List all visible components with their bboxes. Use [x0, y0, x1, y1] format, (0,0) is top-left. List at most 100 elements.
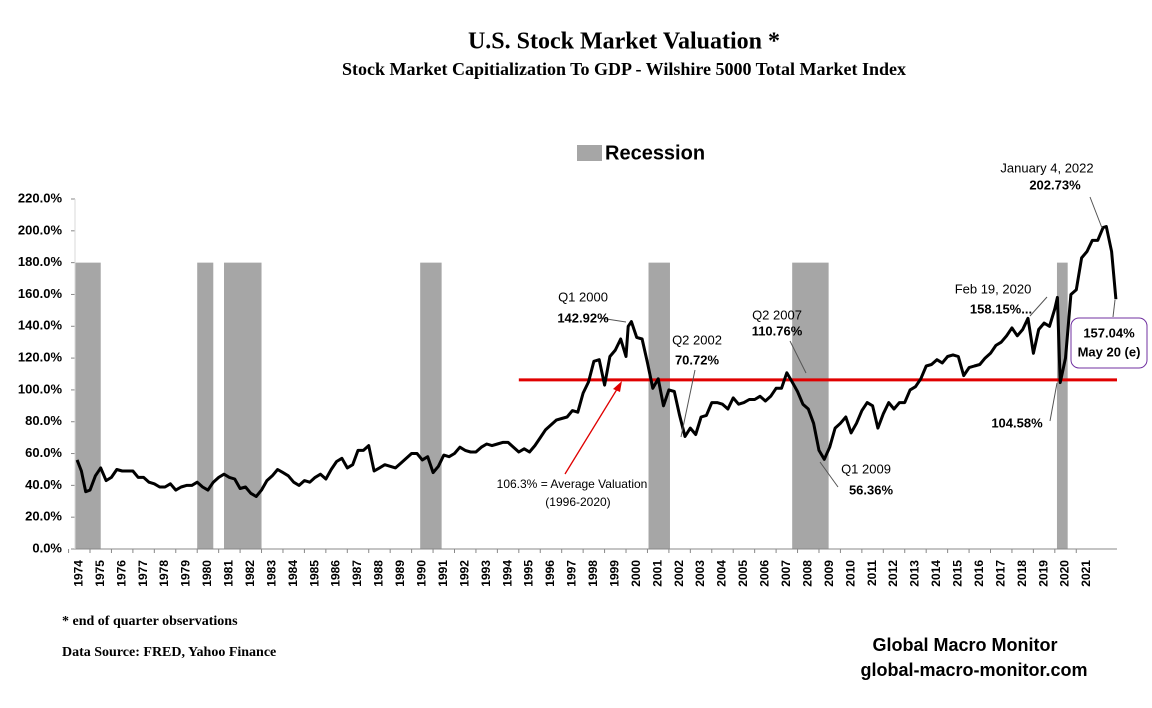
annotation-text: January 4, 2022	[1000, 160, 1093, 175]
y-tick-label: 100.0%	[18, 381, 63, 396]
x-tick-label: 1994	[500, 560, 514, 587]
x-tick-label: 2017	[993, 560, 1007, 587]
x-tick-label: 1974	[71, 560, 85, 587]
annotation-value: 70.72%	[675, 352, 720, 367]
website: global-macro-monitor.com	[860, 660, 1087, 680]
y-tick-label: 220.0%	[18, 190, 63, 205]
annotation-value: 142.92%	[557, 310, 609, 325]
x-tick-label: 1981	[222, 560, 236, 587]
annotation-text: Q1 2009	[841, 461, 891, 476]
annotation-value: 56.36%	[849, 482, 894, 497]
x-tick-label: 1998	[586, 560, 600, 587]
recession-band	[420, 262, 442, 549]
y-tick-label: 160.0%	[18, 286, 63, 301]
brand: Global Macro Monitor	[872, 635, 1057, 655]
x-tick-label: 2011	[865, 560, 879, 586]
footnote: * end of quarter observations	[62, 614, 238, 629]
x-tick-label: 2010	[843, 560, 857, 587]
y-tick-label: 140.0%	[18, 318, 63, 333]
x-tick-label: 1976	[114, 560, 128, 587]
average-arrow	[564, 385, 620, 475]
recession-band	[224, 262, 262, 549]
annotation-leader	[1049, 382, 1058, 422]
annotation-leader	[1089, 196, 1103, 229]
annotation-value: 158.15%...	[970, 301, 1032, 316]
annotation-value: 110.76%	[752, 323, 803, 338]
annotation-box	[1070, 317, 1148, 369]
x-tick-label: 1984	[286, 560, 300, 587]
x-tick-label: 2014	[929, 560, 943, 587]
annotation-text: Q2 2007	[752, 307, 802, 322]
y-tick-label: 80.0%	[25, 413, 62, 428]
annotation-leader	[819, 461, 839, 488]
y-tick-label: 20.0%	[25, 509, 62, 524]
annotation-leader	[599, 317, 627, 323]
recession-band	[197, 262, 214, 549]
y-tick-label: 60.0%	[25, 445, 62, 460]
annotation-leader	[789, 340, 807, 374]
x-tick-label: 2018	[1015, 560, 1029, 587]
x-tick-label: 2020	[1058, 560, 1072, 587]
x-tick-label: 2008	[800, 560, 814, 587]
annotation-text: Q2 2002	[672, 332, 722, 347]
legend-swatch	[577, 145, 602, 161]
x-tick-label: 2002	[672, 560, 686, 587]
x-tick-label: 1993	[479, 560, 493, 587]
recession-band	[75, 262, 101, 549]
source: Data Source: FRED, Yahoo Finance	[62, 645, 276, 660]
x-tick-label: 2001	[650, 560, 664, 587]
x-tick-label: 1977	[136, 560, 150, 587]
chart-title: U.S. Stock Market Valuation *	[468, 29, 780, 55]
x-tick-label: 2013	[908, 560, 922, 587]
x-tick-label: 1995	[522, 560, 536, 587]
x-tick-label: 2003	[693, 560, 707, 587]
average-arrowhead	[613, 381, 622, 392]
x-tick-label: 2021	[1079, 560, 1093, 587]
x-tick-label: 1987	[350, 560, 364, 587]
y-tick-label: 0.0%	[32, 540, 62, 555]
annotation-value: 202.73%	[1029, 177, 1081, 192]
x-tick-label: 1979	[179, 560, 193, 587]
x-tick-label: 2000	[629, 560, 643, 587]
series-line	[75, 225, 1118, 498]
annotation-text: Feb 19, 2020	[955, 281, 1032, 296]
x-tick-label: 2004	[715, 560, 729, 587]
y-tick-label: 180.0%	[18, 254, 63, 269]
y-tick-label: 120.0%	[18, 350, 63, 365]
x-tick-label: 2005	[736, 560, 750, 587]
annotation-leader	[680, 369, 696, 438]
x-tick-label: 1991	[436, 560, 450, 587]
x-tick-label: 1996	[543, 560, 557, 587]
average-label: 106.3% = Average Valuation	[497, 477, 648, 491]
x-tick-label: 2012	[886, 560, 900, 587]
chart-subtitle: Stock Market Capitialization To GDP - Wi…	[342, 59, 906, 79]
x-tick-label: 1978	[157, 560, 171, 587]
x-tick-label: 1983	[264, 560, 278, 587]
y-tick-label: 40.0%	[25, 477, 62, 492]
x-tick-label: 1989	[393, 560, 407, 587]
x-tick-label: 1985	[307, 560, 321, 587]
annotation-text: Q1 2000	[558, 289, 608, 304]
x-tick-label: 1992	[457, 560, 471, 587]
x-tick-label: 1982	[243, 560, 257, 587]
x-tick-label: 1999	[607, 560, 621, 587]
recession-band	[648, 262, 670, 549]
x-tick-label: 1986	[329, 560, 343, 587]
x-tick-label: 2009	[822, 560, 836, 587]
annotation-text: May 20 (e)	[1078, 344, 1141, 359]
x-tick-label: 2019	[1036, 560, 1050, 587]
legend-label: Recession	[605, 142, 705, 164]
annotation-leader	[1029, 296, 1048, 317]
annotation-value: 157.04%	[1083, 325, 1135, 340]
x-tick-label: 1988	[372, 560, 386, 587]
x-tick-label: 1980	[200, 560, 214, 587]
x-tick-label: 2015	[951, 560, 965, 587]
recession-band	[792, 262, 829, 549]
x-tick-label: 2007	[779, 560, 793, 587]
y-tick-label: 200.0%	[18, 222, 63, 237]
annotation-value: 104.58%	[991, 415, 1043, 430]
x-tick-label: 1975	[93, 560, 107, 587]
x-tick-label: 1997	[565, 560, 579, 587]
